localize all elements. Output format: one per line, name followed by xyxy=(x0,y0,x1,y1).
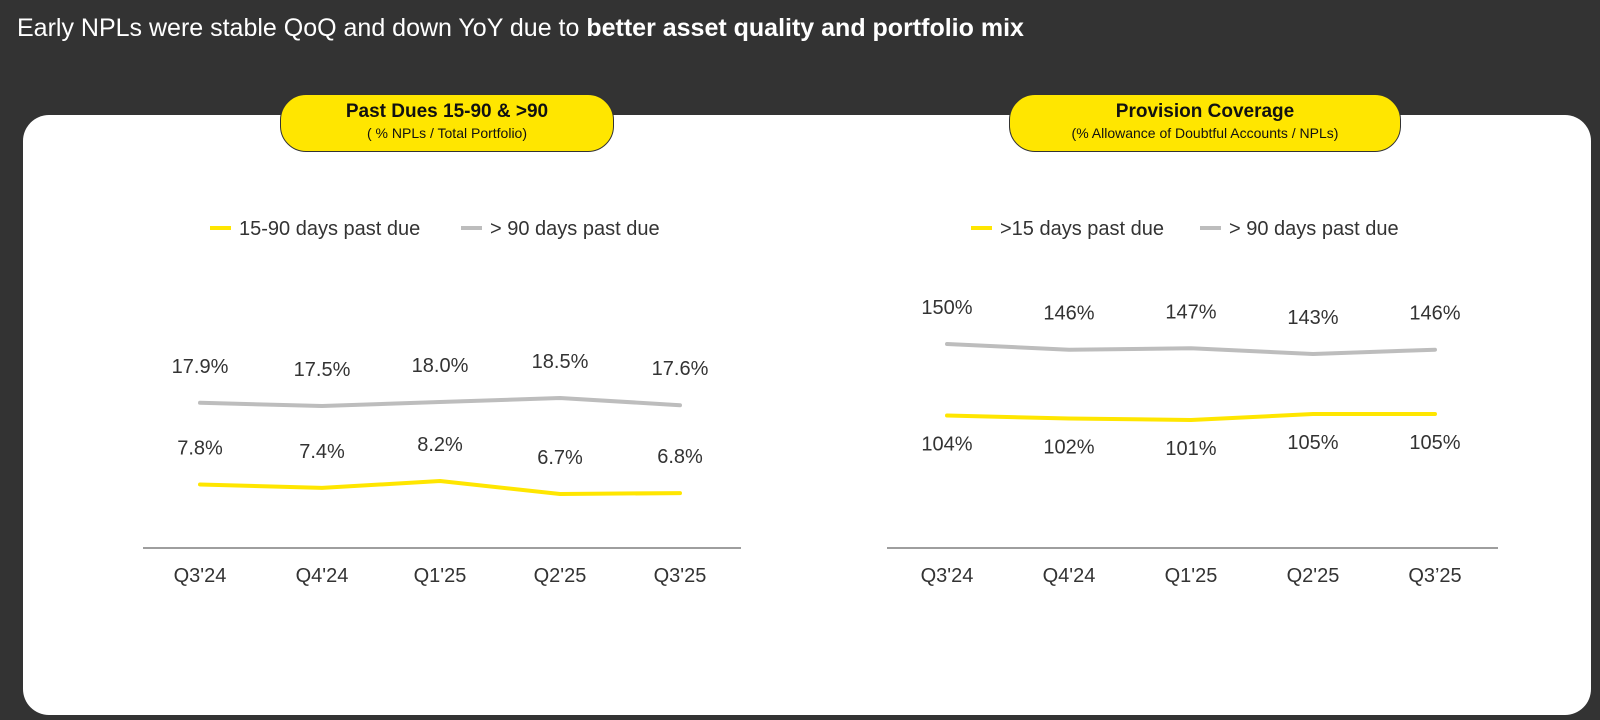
chart-2-data-label: 102% xyxy=(1043,437,1094,459)
chart-2-tick-label: Q1'25 xyxy=(1165,565,1218,587)
chart-1-data-label: 18.0% xyxy=(412,355,469,377)
chart-2-subtitle: (% Allowance of Doubtful Accounts / NPLs… xyxy=(1071,125,1339,141)
chart-1-subtitle: ( % NPLs / Total Portfolio) xyxy=(366,125,528,141)
chart-1-tick-label: Q1'25 xyxy=(414,565,467,587)
headline-bold: better asset quality and portfolio mix xyxy=(586,14,1024,42)
chart-1-title: Past Dues 15-90 & >90 xyxy=(345,101,549,122)
page-headline: Early NPLs were stable QoQ and down YoY … xyxy=(17,14,1024,43)
chart-1-data-label: 18.5% xyxy=(532,351,589,373)
chart-2-title: Provision Coverage xyxy=(1115,101,1295,122)
chart-1-legend-label: > 90 days past due xyxy=(490,218,660,240)
chart-2-title-pill: Provision Coverage (% Allowance of Doubt… xyxy=(1009,94,1401,152)
chart-2-data-label: 147% xyxy=(1165,301,1216,323)
chart-1-tick-label: Q3'25 xyxy=(654,565,707,587)
chart-2-legend-label: > 90 days past due xyxy=(1229,218,1399,240)
chart-1-tick-label: Q2'25 xyxy=(534,565,587,587)
chart-1-data-label: 17.9% xyxy=(172,356,229,378)
chart-2-data-label: 143% xyxy=(1287,307,1338,329)
chart-1-data-label: 7.8% xyxy=(177,438,223,460)
chart-1-data-label: 7.4% xyxy=(299,441,345,463)
chart-1-data-label: 17.5% xyxy=(294,359,351,381)
chart-1-tick-label: Q4'24 xyxy=(296,565,349,587)
chart-2-data-label: 104% xyxy=(921,434,972,456)
chart-2-tick-label: Q4'24 xyxy=(1043,565,1096,587)
chart-1-series-line xyxy=(198,479,682,496)
headline-regular: Early NPLs were stable QoQ and down YoY … xyxy=(17,14,587,42)
chart-2-data-label: 146% xyxy=(1043,303,1094,325)
chart-2-data-label: 101% xyxy=(1165,438,1216,460)
chart-2-data-label: 105% xyxy=(1287,432,1338,454)
chart-1-series-line xyxy=(198,396,682,408)
chart-2-data-label: 146% xyxy=(1409,303,1460,325)
chart-1-data-label: 6.8% xyxy=(657,446,703,468)
chart-1-legend-label: 15-90 days past due xyxy=(239,218,420,240)
chart-2-tick-label: Q3’25 xyxy=(1408,565,1461,587)
chart-2-data-label: 150% xyxy=(921,297,972,319)
chart-1-data-label: 6.7% xyxy=(537,447,583,469)
chart-1-data-label: 17.6% xyxy=(652,358,709,380)
chart-2-legend-label: >15 days past due xyxy=(1000,218,1164,240)
chart-2-series-line xyxy=(945,412,1437,422)
chart-2-data-label: 105% xyxy=(1409,432,1460,454)
chart-2-series-line xyxy=(945,342,1437,356)
chart-1-tick-label: Q3'24 xyxy=(174,565,227,587)
chart-1-data-label: 8.2% xyxy=(417,434,463,456)
chart-1-title-pill: Past Dues 15-90 & >90 ( % NPLs / Total P… xyxy=(280,94,614,152)
chart-2-tick-label: Q2'25 xyxy=(1287,565,1340,587)
chart-2-tick-label: Q3'24 xyxy=(921,565,974,587)
